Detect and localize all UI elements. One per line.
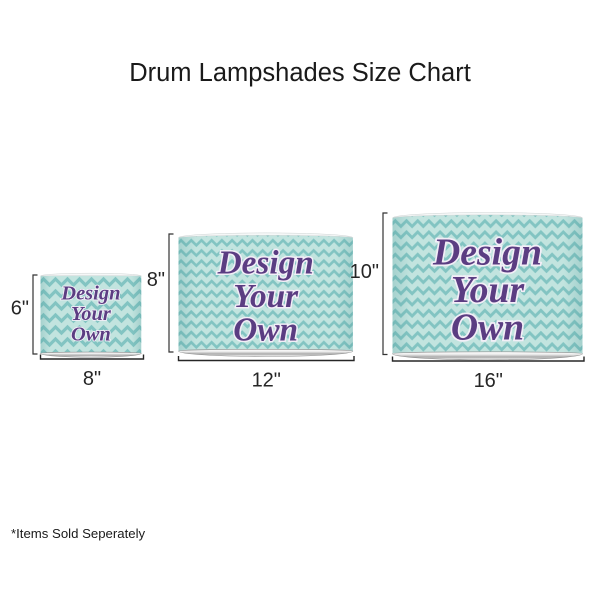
svg-text:Design: Design [217, 245, 314, 282]
svg-text:Your: Your [71, 303, 112, 325]
svg-text:6": 6" [11, 298, 29, 320]
svg-text:Design: Design [60, 283, 120, 305]
svg-text:10": 10" [350, 261, 379, 283]
svg-text:Own: Own [233, 311, 298, 348]
svg-text:Own: Own [71, 324, 111, 346]
svg-text:8": 8" [147, 269, 165, 291]
svg-text:Your: Your [451, 269, 525, 311]
svg-text:12": 12" [252, 370, 281, 392]
svg-text:Your: Your [233, 278, 299, 315]
svg-text:Own: Own [451, 307, 524, 349]
svg-text:8": 8" [83, 368, 101, 390]
svg-text:Design: Design [432, 231, 542, 273]
svg-text:16": 16" [474, 370, 503, 392]
